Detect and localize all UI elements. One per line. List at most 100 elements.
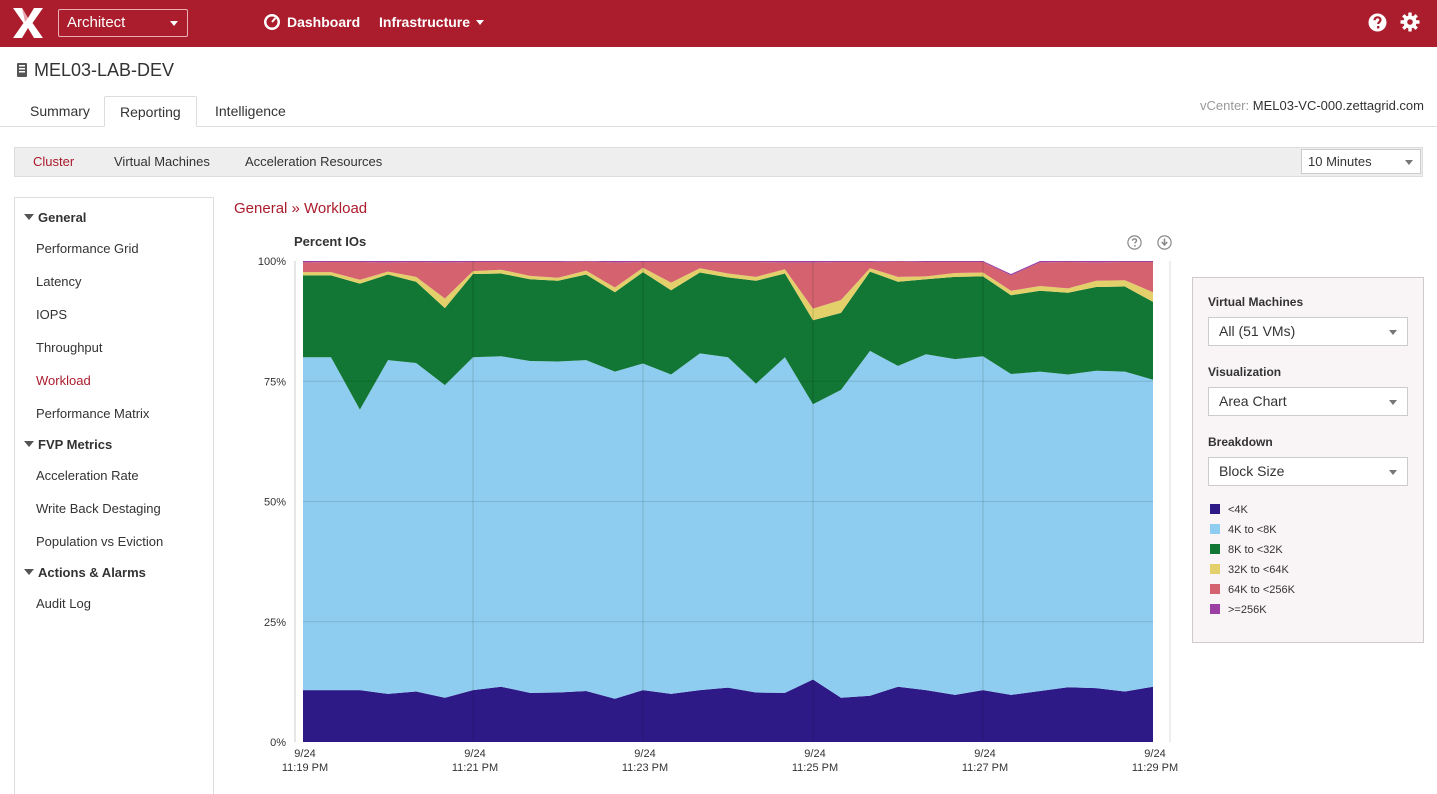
x-tick-time: 11:19 PM	[282, 762, 328, 774]
nav-dashboard[interactable]: Dashboard	[263, 0, 360, 47]
area-series-1	[303, 350, 1153, 699]
legend-item-32k-64k[interactable]: 32K to <64K	[1210, 563, 1289, 577]
sidebar-item-performance-matrix[interactable]: Performance Matrix	[36, 406, 150, 421]
legend-item-gte256k[interactable]: >=256K	[1210, 603, 1267, 617]
legend-label: 32K to <64K	[1228, 564, 1289, 576]
visualization-label: Visualization	[1208, 365, 1282, 379]
y-tick-label: 0%	[270, 737, 286, 749]
y-tick-label: 100%	[258, 256, 286, 268]
legend-label: 8K to <32K	[1228, 544, 1283, 556]
legend-item-64k-256k[interactable]: 64K to <256K	[1210, 583, 1295, 597]
x-tick-date: 9/24	[294, 748, 315, 760]
sidebar-item-population-vs-eviction[interactable]: Population vs Eviction	[36, 534, 164, 549]
legend-swatch	[1210, 584, 1220, 594]
vm-filter-label: Virtual Machines	[1208, 295, 1304, 309]
report-sidebar: General Performance Grid Latency IOPS Th…	[14, 197, 214, 794]
x-tick-time: 11:27 PM	[962, 762, 1008, 774]
product-select-value: Architect	[67, 14, 126, 31]
legend-label: 4K to <8K	[1228, 524, 1277, 536]
legend-label: <4K	[1228, 504, 1248, 516]
legend-swatch	[1210, 504, 1220, 514]
sidebar-item-workload[interactable]: Workload	[36, 373, 91, 388]
tabs-divider	[0, 126, 1437, 127]
chevron-down-icon	[1389, 400, 1397, 405]
page-title-text: MEL03-LAB-DEV	[34, 60, 175, 80]
product-select[interactable]: Architect	[58, 9, 188, 37]
x-tick-date: 9/24	[464, 748, 485, 760]
y-tick-label: 25%	[264, 617, 286, 629]
nav-infrastructure[interactable]: Infrastructure	[379, 0, 485, 47]
x-tick-time: 11:21 PM	[452, 762, 498, 774]
sidebar-item-throughput[interactable]: Throughput	[36, 340, 103, 355]
chart-title: Percent IOs	[294, 234, 367, 249]
sidebar-item-audit-log[interactable]: Audit Log	[36, 596, 91, 611]
time-range-value: 10 Minutes	[1308, 154, 1372, 169]
page-title: MEL03-LAB-DEV	[16, 60, 174, 81]
vm-filter-select[interactable]: All (51 VMs)	[1208, 317, 1408, 346]
gear-icon[interactable]	[1400, 12, 1420, 32]
breakdown-select[interactable]: Block Size	[1208, 457, 1408, 486]
legend-swatch	[1210, 564, 1220, 574]
chevron-down-icon	[1389, 330, 1397, 335]
sidebar-section-actions-alarms[interactable]: Actions & Alarms	[24, 565, 146, 580]
top-bar: Architect Dashboard Infrastructure	[0, 0, 1437, 47]
x-tick-time: 11:29 PM	[1132, 762, 1178, 774]
area-series-3	[303, 267, 1153, 321]
sidebar-section-title: Actions & Alarms	[38, 565, 146, 580]
time-range-select[interactable]: 10 Minutes	[1301, 149, 1421, 174]
tab-intelligence[interactable]: Intelligence	[215, 103, 286, 119]
x-tick-date: 9/24	[1144, 748, 1165, 760]
nav-dashboard-label: Dashboard	[287, 14, 361, 30]
sidebar-section-title: FVP Metrics	[38, 437, 113, 452]
x-tick-date: 9/24	[804, 748, 825, 760]
chart-options-panel: Virtual Machines All (51 VMs) Visualizat…	[1192, 277, 1424, 643]
chevron-down-icon	[476, 20, 485, 25]
subnav-virtual-machines[interactable]: Virtual Machines	[114, 154, 210, 169]
visualization-select[interactable]: Area Chart	[1208, 387, 1408, 416]
x-tick-date: 9/24	[974, 748, 995, 760]
y-tick-label: 50%	[264, 497, 286, 509]
area-series-0	[303, 679, 1153, 742]
download-icon[interactable]	[1157, 235, 1172, 250]
tab-reporting[interactable]: Reporting	[104, 96, 197, 127]
logo-icon[interactable]	[10, 6, 46, 40]
report-subnav: Cluster Virtual Machines Acceleration Re…	[14, 147, 1423, 177]
legend-swatch	[1210, 524, 1220, 534]
subnav-cluster[interactable]: Cluster	[33, 154, 75, 169]
breadcrumb: General » Workload	[234, 200, 368, 217]
help-icon[interactable]	[1127, 235, 1142, 250]
sidebar-section-title: General	[38, 210, 87, 225]
sidebar-item-performance-grid[interactable]: Performance Grid	[36, 241, 139, 256]
subnav-acceleration-resources[interactable]: Acceleration Resources	[245, 154, 383, 169]
legend-label: 64K to <256K	[1228, 584, 1295, 596]
x-tick-date: 9/24	[634, 748, 655, 760]
sidebar-section-fvp-metrics[interactable]: FVP Metrics	[24, 437, 112, 452]
expand-triangle-icon	[24, 569, 34, 575]
sidebar-item-iops[interactable]: IOPS	[36, 307, 68, 322]
sidebar-item-acceleration-rate[interactable]: Acceleration Rate	[36, 468, 139, 483]
legend-swatch	[1210, 544, 1220, 554]
cluster-icon	[17, 63, 27, 77]
x-tick-time: 11:23 PM	[622, 762, 668, 774]
vcenter-value: MEL03-VC-000.zettagrid.com	[1252, 98, 1424, 113]
legend-item-lt4k[interactable]: <4K	[1210, 503, 1248, 517]
nav-infrastructure-label: Infrastructure	[379, 14, 471, 30]
tab-summary[interactable]: Summary	[30, 103, 90, 119]
sidebar-item-latency[interactable]: Latency	[36, 274, 82, 289]
vcenter-info: vCenter: MEL03-VC-000.zettagrid.com	[1200, 98, 1424, 113]
visualization-value: Area Chart	[1219, 393, 1287, 409]
breakdown-label: Breakdown	[1208, 435, 1273, 449]
sidebar-section-general[interactable]: General	[24, 210, 86, 225]
breakdown-value: Block Size	[1219, 463, 1285, 479]
legend-item-4k-8k[interactable]: 4K to <8K	[1210, 523, 1277, 537]
area-series-4	[303, 261, 1153, 309]
dashboard-gauge-icon	[264, 14, 280, 30]
chevron-down-icon	[1405, 160, 1413, 165]
help-icon[interactable]	[1368, 13, 1387, 32]
expand-triangle-icon	[24, 441, 34, 447]
expand-triangle-icon	[24, 214, 34, 220]
legend-label: >=256K	[1228, 604, 1267, 616]
sidebar-item-write-back-destaging[interactable]: Write Back Destaging	[36, 501, 161, 516]
workload-area-chart: 0% 25% 50% 75% 100% 9/24 11:19 PM 9/24 11:21 PM 9…	[258, 256, 1178, 774]
legend-item-8k-32k[interactable]: 8K to <32K	[1210, 543, 1283, 557]
